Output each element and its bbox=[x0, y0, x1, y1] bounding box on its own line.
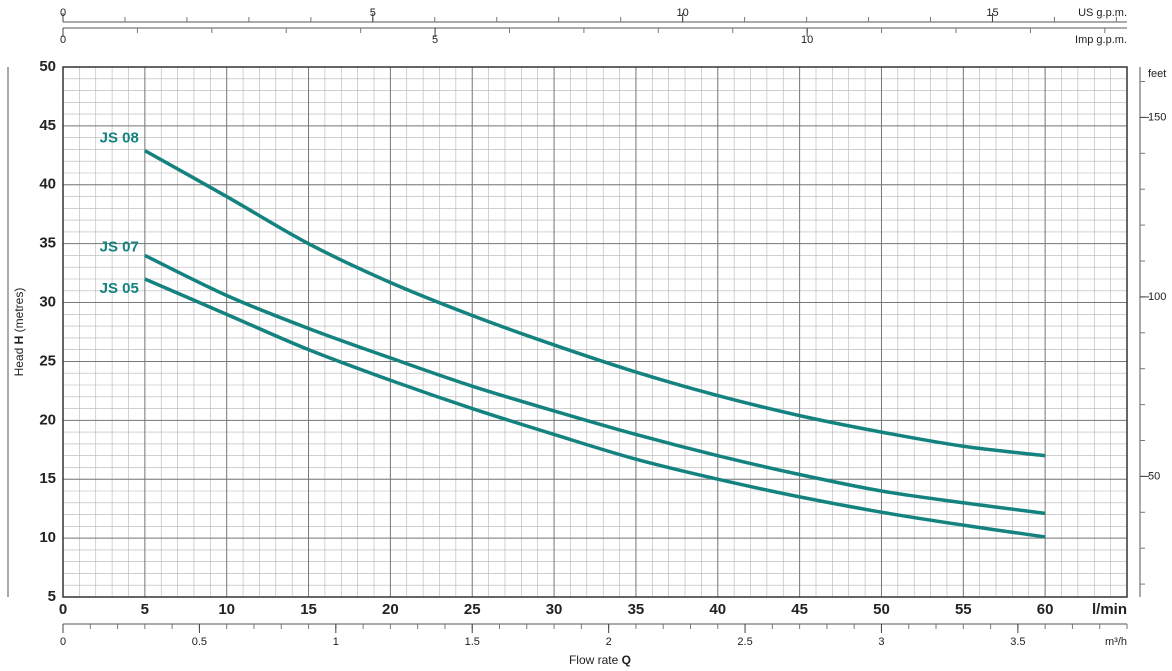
x-tick-label: 30 bbox=[546, 601, 563, 618]
y-tick-label: 35 bbox=[39, 235, 56, 252]
y-tick-label: 5 bbox=[48, 588, 56, 605]
secondary-tick-label: 15 bbox=[986, 7, 998, 19]
x-axis-title: Flow rate Q bbox=[569, 653, 631, 667]
series-label: JS 05 bbox=[100, 280, 139, 297]
secondary-tick-label: 1 bbox=[333, 636, 339, 648]
x-tick-label: 10 bbox=[218, 601, 235, 618]
secondary-unit: US g.p.m. bbox=[1078, 7, 1127, 19]
secondary-tick-label: 3.5 bbox=[1010, 636, 1025, 648]
x-title-symbol: Q bbox=[622, 653, 631, 667]
secondary-tick-label: 0 bbox=[60, 34, 66, 46]
secondary-tick-label: 2.5 bbox=[737, 636, 752, 648]
secondary-tick-label: 0 bbox=[60, 7, 66, 19]
curve bbox=[144, 253, 1046, 516]
secondary-tick-label: 100 bbox=[1148, 291, 1166, 303]
secondary-unit: feet bbox=[1148, 68, 1166, 80]
secondary-unit: m³/h bbox=[1105, 636, 1127, 648]
x-unit: l/min bbox=[1092, 601, 1127, 618]
curve bbox=[143, 149, 1046, 458]
y-tick-label: 30 bbox=[39, 294, 56, 311]
secondary-tick-label: 5 bbox=[432, 34, 438, 46]
x-tick-label: 5 bbox=[141, 601, 149, 618]
series-label: JS 07 bbox=[100, 238, 139, 255]
secondary-tick-label: 2 bbox=[606, 636, 612, 648]
secondary-unit: Imp g.p.m. bbox=[1075, 34, 1127, 46]
curve bbox=[144, 277, 1046, 539]
secondary-tick-label: 10 bbox=[801, 34, 813, 46]
x-tick-label: 0 bbox=[59, 601, 67, 618]
secondary-tick-label: 0.5 bbox=[192, 636, 207, 648]
plot-frame bbox=[62, 66, 1128, 598]
y-tick-label: 10 bbox=[39, 529, 56, 546]
y-tick-label: 25 bbox=[39, 352, 56, 369]
secondary-tick-label: 150 bbox=[1148, 111, 1166, 123]
series-label: JS 08 bbox=[100, 130, 139, 147]
x-title-text: Flow rate bbox=[569, 653, 619, 667]
secondary-tick-label: 50 bbox=[1148, 470, 1160, 482]
secondary-tick-label: 1.5 bbox=[465, 636, 480, 648]
secondary-tick-label: 3 bbox=[878, 636, 884, 648]
y-tick-label: 20 bbox=[39, 411, 56, 428]
y-axis-title: Head H (metres) bbox=[12, 288, 26, 377]
y-tick-label: 50 bbox=[39, 58, 56, 75]
x-tick-label: 20 bbox=[382, 601, 399, 618]
secondary-tick-label: 0 bbox=[60, 636, 66, 648]
x-tick-label: 50 bbox=[873, 601, 890, 618]
x-tick-label: 35 bbox=[628, 601, 645, 618]
y-title-post: (metres) bbox=[12, 288, 26, 333]
y-tick-label: 15 bbox=[39, 470, 56, 487]
y-title-pre: Head bbox=[12, 348, 26, 377]
x-tick-label: 45 bbox=[791, 601, 808, 618]
y-tick-label: 45 bbox=[39, 117, 56, 134]
x-tick-label: 40 bbox=[709, 601, 726, 618]
y-title-symbol: H bbox=[12, 336, 26, 345]
secondary-tick-label: 5 bbox=[370, 7, 376, 19]
x-tick-label: 25 bbox=[464, 601, 481, 618]
x-tick-label: 55 bbox=[955, 601, 972, 618]
secondary-tick-label: 10 bbox=[677, 7, 689, 19]
x-tick-label: 60 bbox=[1037, 601, 1054, 618]
x-tick-label: 15 bbox=[300, 601, 317, 618]
y-tick-label: 40 bbox=[39, 176, 56, 193]
